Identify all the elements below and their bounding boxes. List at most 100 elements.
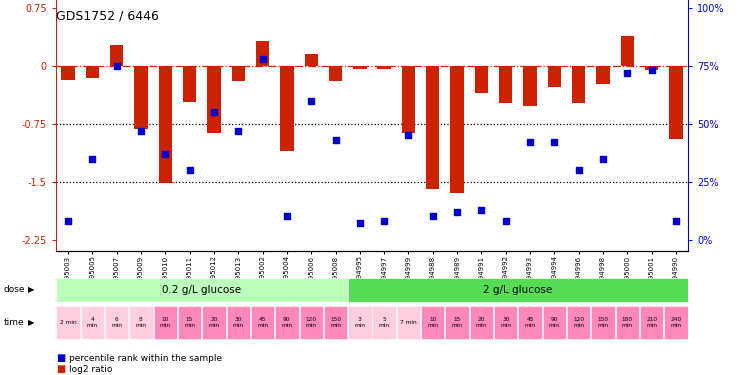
Point bbox=[86, 156, 98, 162]
Text: 0.2 g/L glucose: 0.2 g/L glucose bbox=[162, 285, 241, 295]
Point bbox=[111, 63, 123, 69]
Bar bbox=[353, 66, 367, 69]
Text: 10
min: 10 min bbox=[427, 317, 438, 328]
Bar bbox=[61, 66, 74, 80]
Text: 20
min: 20 min bbox=[208, 317, 219, 328]
Bar bbox=[402, 66, 415, 133]
Bar bbox=[280, 66, 294, 151]
Point bbox=[597, 156, 609, 162]
Point bbox=[548, 139, 560, 145]
Text: 120
min: 120 min bbox=[306, 317, 317, 328]
Point bbox=[135, 128, 147, 134]
Bar bbox=[597, 66, 610, 84]
Text: 2 g/L glucose: 2 g/L glucose bbox=[484, 285, 553, 295]
Text: 15
min: 15 min bbox=[452, 317, 463, 328]
Bar bbox=[494, 306, 518, 339]
Point bbox=[451, 209, 463, 215]
Bar bbox=[475, 66, 488, 93]
Bar bbox=[499, 66, 513, 103]
Text: 20
min: 20 min bbox=[476, 317, 487, 328]
Text: 6
min: 6 min bbox=[111, 317, 122, 328]
Bar bbox=[421, 306, 444, 339]
Text: 30
min: 30 min bbox=[233, 317, 244, 328]
Bar bbox=[377, 66, 391, 69]
Bar bbox=[129, 306, 153, 339]
Text: 8
min: 8 min bbox=[135, 317, 147, 328]
Bar bbox=[548, 66, 561, 87]
Text: 45
min: 45 min bbox=[257, 317, 268, 328]
Bar bbox=[80, 306, 104, 339]
Bar bbox=[347, 278, 688, 302]
Text: 7 min: 7 min bbox=[400, 320, 417, 325]
Text: 90
min: 90 min bbox=[549, 317, 560, 328]
Bar bbox=[519, 306, 542, 339]
Text: 210
min: 210 min bbox=[646, 317, 657, 328]
Point bbox=[573, 167, 585, 173]
Bar bbox=[178, 306, 202, 339]
Bar bbox=[86, 66, 99, 78]
Point bbox=[621, 70, 633, 76]
Bar bbox=[591, 306, 615, 339]
Text: 150
min: 150 min bbox=[597, 317, 609, 328]
Text: ■: ■ bbox=[56, 364, 65, 374]
Bar bbox=[620, 36, 634, 66]
Text: 5
min: 5 min bbox=[379, 317, 390, 328]
Bar bbox=[275, 306, 298, 339]
Bar bbox=[153, 306, 177, 339]
Text: 10
min: 10 min bbox=[160, 317, 171, 328]
Bar bbox=[450, 66, 464, 193]
Bar bbox=[446, 306, 469, 339]
Bar bbox=[231, 66, 245, 81]
Text: 45
min: 45 min bbox=[525, 317, 536, 328]
Bar bbox=[183, 66, 196, 102]
Point bbox=[232, 128, 244, 134]
Text: 180
min: 180 min bbox=[622, 317, 633, 328]
Text: 2 min: 2 min bbox=[60, 320, 77, 325]
Text: log2 ratio: log2 ratio bbox=[69, 365, 112, 374]
Point bbox=[354, 220, 366, 226]
Text: ▶: ▶ bbox=[28, 285, 35, 294]
Bar bbox=[134, 66, 147, 129]
Point bbox=[500, 218, 512, 224]
Point bbox=[427, 213, 439, 219]
Text: 30
min: 30 min bbox=[500, 317, 511, 328]
Bar bbox=[670, 66, 683, 139]
Point bbox=[646, 68, 658, 74]
Bar bbox=[105, 306, 128, 339]
Text: ▶: ▶ bbox=[28, 318, 35, 327]
Bar bbox=[397, 306, 420, 339]
Bar bbox=[348, 306, 371, 339]
Text: GDS1752 / 6446: GDS1752 / 6446 bbox=[56, 9, 158, 22]
Bar bbox=[373, 306, 396, 339]
Text: time: time bbox=[4, 318, 25, 327]
Text: ■: ■ bbox=[56, 353, 65, 363]
Bar bbox=[208, 66, 220, 133]
Bar bbox=[640, 306, 664, 339]
Bar bbox=[251, 306, 275, 339]
Point bbox=[305, 98, 317, 104]
Point bbox=[159, 151, 171, 157]
Text: 3
min: 3 min bbox=[354, 317, 365, 328]
Text: 15
min: 15 min bbox=[184, 317, 195, 328]
Text: dose: dose bbox=[4, 285, 25, 294]
Bar bbox=[324, 306, 347, 339]
Point bbox=[281, 213, 293, 219]
Bar bbox=[110, 45, 124, 66]
Text: percentile rank within the sample: percentile rank within the sample bbox=[69, 354, 222, 363]
Point bbox=[184, 167, 196, 173]
Text: 240
min: 240 min bbox=[670, 317, 682, 328]
Text: 90
min: 90 min bbox=[281, 317, 292, 328]
Point bbox=[525, 139, 536, 145]
Bar bbox=[158, 66, 172, 183]
Bar bbox=[645, 66, 658, 70]
Bar bbox=[300, 306, 323, 339]
Bar bbox=[227, 306, 250, 339]
Bar bbox=[616, 306, 639, 339]
Text: 4
min: 4 min bbox=[87, 317, 97, 328]
Point bbox=[330, 137, 341, 143]
Text: 150
min: 150 min bbox=[330, 317, 341, 328]
Bar bbox=[524, 66, 536, 106]
Bar bbox=[202, 306, 225, 339]
Point bbox=[378, 218, 390, 224]
Bar bbox=[256, 41, 269, 66]
